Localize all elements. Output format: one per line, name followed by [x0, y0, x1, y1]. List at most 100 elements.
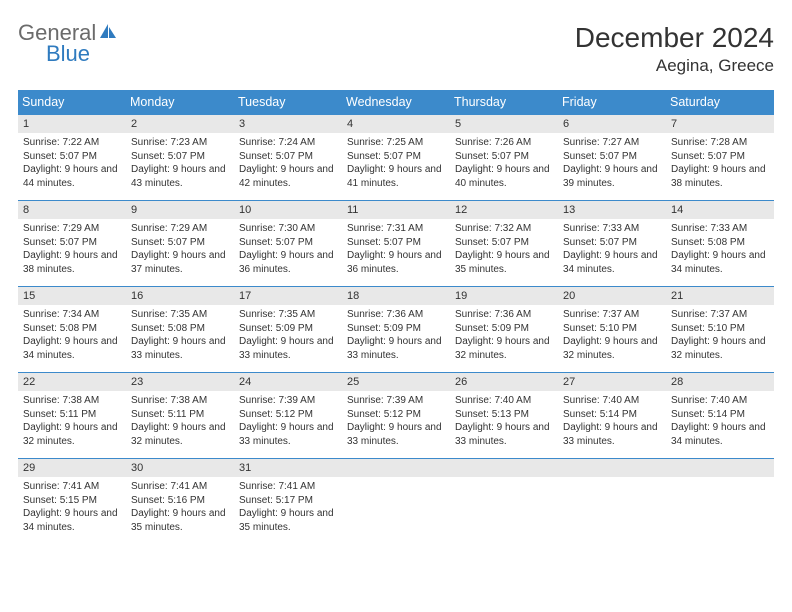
sunset-line: Sunset: 5:08 PM: [23, 322, 121, 336]
day-number: 1: [18, 115, 126, 133]
calendar-cell: 15Sunrise: 7:34 AMSunset: 5:08 PMDayligh…: [18, 287, 126, 373]
daylight-line: Daylight: 9 hours and 34 minutes.: [563, 249, 661, 276]
day-number: 11: [342, 201, 450, 219]
month-title: December 2024: [575, 22, 774, 54]
day-details: Sunrise: 7:37 AMSunset: 5:10 PMDaylight:…: [558, 305, 666, 366]
day-details: Sunrise: 7:28 AMSunset: 5:07 PMDaylight:…: [666, 133, 774, 194]
day-details: Sunrise: 7:22 AMSunset: 5:07 PMDaylight:…: [18, 133, 126, 194]
day-details: Sunrise: 7:40 AMSunset: 5:13 PMDaylight:…: [450, 391, 558, 452]
sunrise-line: Sunrise: 7:27 AM: [563, 136, 661, 150]
day-number: 26: [450, 373, 558, 391]
calendar-cell: 5Sunrise: 7:26 AMSunset: 5:07 PMDaylight…: [450, 115, 558, 201]
sunrise-line: Sunrise: 7:33 AM: [563, 222, 661, 236]
day-number: 2: [126, 115, 234, 133]
sunrise-line: Sunrise: 7:36 AM: [347, 308, 445, 322]
day-number: 28: [666, 373, 774, 391]
daylight-line: Daylight: 9 hours and 41 minutes.: [347, 163, 445, 190]
sunrise-line: Sunrise: 7:33 AM: [671, 222, 769, 236]
calendar-cell: 19Sunrise: 7:36 AMSunset: 5:09 PMDayligh…: [450, 287, 558, 373]
day-details: Sunrise: 7:25 AMSunset: 5:07 PMDaylight:…: [342, 133, 450, 194]
daylight-line: Daylight: 9 hours and 33 minutes.: [239, 421, 337, 448]
sunset-line: Sunset: 5:09 PM: [455, 322, 553, 336]
sunset-line: Sunset: 5:11 PM: [131, 408, 229, 422]
sunrise-line: Sunrise: 7:25 AM: [347, 136, 445, 150]
day-number: 30: [126, 459, 234, 477]
sunset-line: Sunset: 5:10 PM: [563, 322, 661, 336]
daylight-line: Daylight: 9 hours and 38 minutes.: [671, 163, 769, 190]
daylight-line: Daylight: 9 hours and 33 minutes.: [131, 335, 229, 362]
day-number: 12: [450, 201, 558, 219]
weekday-header: Saturday: [666, 90, 774, 115]
calendar-cell-empty: [666, 459, 774, 545]
day-details: Sunrise: 7:41 AMSunset: 5:15 PMDaylight:…: [18, 477, 126, 538]
sunrise-line: Sunrise: 7:23 AM: [131, 136, 229, 150]
calendar-cell: 26Sunrise: 7:40 AMSunset: 5:13 PMDayligh…: [450, 373, 558, 459]
sunset-line: Sunset: 5:07 PM: [347, 236, 445, 250]
day-details: Sunrise: 7:29 AMSunset: 5:07 PMDaylight:…: [126, 219, 234, 280]
sunset-line: Sunset: 5:08 PM: [671, 236, 769, 250]
sunrise-line: Sunrise: 7:38 AM: [131, 394, 229, 408]
sunrise-line: Sunrise: 7:40 AM: [671, 394, 769, 408]
calendar-row: 8Sunrise: 7:29 AMSunset: 5:07 PMDaylight…: [18, 201, 774, 287]
sunrise-line: Sunrise: 7:26 AM: [455, 136, 553, 150]
sunrise-line: Sunrise: 7:40 AM: [455, 394, 553, 408]
calendar-cell-empty: [342, 459, 450, 545]
calendar-cell: 31Sunrise: 7:41 AMSunset: 5:17 PMDayligh…: [234, 459, 342, 545]
calendar-cell: 2Sunrise: 7:23 AMSunset: 5:07 PMDaylight…: [126, 115, 234, 201]
calendar-cell: 22Sunrise: 7:38 AMSunset: 5:11 PMDayligh…: [18, 373, 126, 459]
weekday-header-row: SundayMondayTuesdayWednesdayThursdayFrid…: [18, 90, 774, 115]
sunset-line: Sunset: 5:07 PM: [23, 150, 121, 164]
daylight-line: Daylight: 9 hours and 33 minutes.: [347, 421, 445, 448]
sunset-line: Sunset: 5:09 PM: [239, 322, 337, 336]
brand-word-2: Blue: [18, 43, 118, 65]
day-number: 10: [234, 201, 342, 219]
daylight-line: Daylight: 9 hours and 33 minutes.: [347, 335, 445, 362]
sunrise-line: Sunrise: 7:41 AM: [23, 480, 121, 494]
day-details: Sunrise: 7:30 AMSunset: 5:07 PMDaylight:…: [234, 219, 342, 280]
sunrise-line: Sunrise: 7:35 AM: [239, 308, 337, 322]
sunrise-line: Sunrise: 7:31 AM: [347, 222, 445, 236]
daylight-line: Daylight: 9 hours and 38 minutes.: [23, 249, 121, 276]
calendar-row: 22Sunrise: 7:38 AMSunset: 5:11 PMDayligh…: [18, 373, 774, 459]
day-details: Sunrise: 7:26 AMSunset: 5:07 PMDaylight:…: [450, 133, 558, 194]
day-number: 27: [558, 373, 666, 391]
day-number: 29: [18, 459, 126, 477]
sunset-line: Sunset: 5:14 PM: [563, 408, 661, 422]
daylight-line: Daylight: 9 hours and 34 minutes.: [671, 249, 769, 276]
calendar-cell: 1Sunrise: 7:22 AMSunset: 5:07 PMDaylight…: [18, 115, 126, 201]
day-details: Sunrise: 7:36 AMSunset: 5:09 PMDaylight:…: [450, 305, 558, 366]
day-number: 14: [666, 201, 774, 219]
daylight-line: Daylight: 9 hours and 35 minutes.: [455, 249, 553, 276]
day-number: 7: [666, 115, 774, 133]
day-number: 16: [126, 287, 234, 305]
daylight-line: Daylight: 9 hours and 36 minutes.: [239, 249, 337, 276]
calendar-row: 29Sunrise: 7:41 AMSunset: 5:15 PMDayligh…: [18, 459, 774, 545]
day-number: 31: [234, 459, 342, 477]
calendar-row: 1Sunrise: 7:22 AMSunset: 5:07 PMDaylight…: [18, 115, 774, 201]
sunset-line: Sunset: 5:07 PM: [563, 150, 661, 164]
day-number: 21: [666, 287, 774, 305]
day-number: 15: [18, 287, 126, 305]
daylight-line: Daylight: 9 hours and 33 minutes.: [563, 421, 661, 448]
calendar-cell: 13Sunrise: 7:33 AMSunset: 5:07 PMDayligh…: [558, 201, 666, 287]
daylight-line: Daylight: 9 hours and 39 minutes.: [563, 163, 661, 190]
daylight-line: Daylight: 9 hours and 35 minutes.: [131, 507, 229, 534]
weekday-header: Thursday: [450, 90, 558, 115]
daylight-line: Daylight: 9 hours and 33 minutes.: [239, 335, 337, 362]
sunrise-line: Sunrise: 7:37 AM: [671, 308, 769, 322]
location-label: Aegina, Greece: [575, 56, 774, 76]
sunset-line: Sunset: 5:07 PM: [23, 236, 121, 250]
calendar-cell: 3Sunrise: 7:24 AMSunset: 5:07 PMDaylight…: [234, 115, 342, 201]
sunrise-line: Sunrise: 7:22 AM: [23, 136, 121, 150]
calendar-cell: 10Sunrise: 7:30 AMSunset: 5:07 PMDayligh…: [234, 201, 342, 287]
sunset-line: Sunset: 5:07 PM: [563, 236, 661, 250]
day-number: 4: [342, 115, 450, 133]
weekday-header: Friday: [558, 90, 666, 115]
calendar-cell: 6Sunrise: 7:27 AMSunset: 5:07 PMDaylight…: [558, 115, 666, 201]
sunset-line: Sunset: 5:16 PM: [131, 494, 229, 508]
calendar-cell: 7Sunrise: 7:28 AMSunset: 5:07 PMDaylight…: [666, 115, 774, 201]
day-details: Sunrise: 7:41 AMSunset: 5:17 PMDaylight:…: [234, 477, 342, 538]
sunset-line: Sunset: 5:11 PM: [23, 408, 121, 422]
day-details: Sunrise: 7:31 AMSunset: 5:07 PMDaylight:…: [342, 219, 450, 280]
calendar-cell: 29Sunrise: 7:41 AMSunset: 5:15 PMDayligh…: [18, 459, 126, 545]
